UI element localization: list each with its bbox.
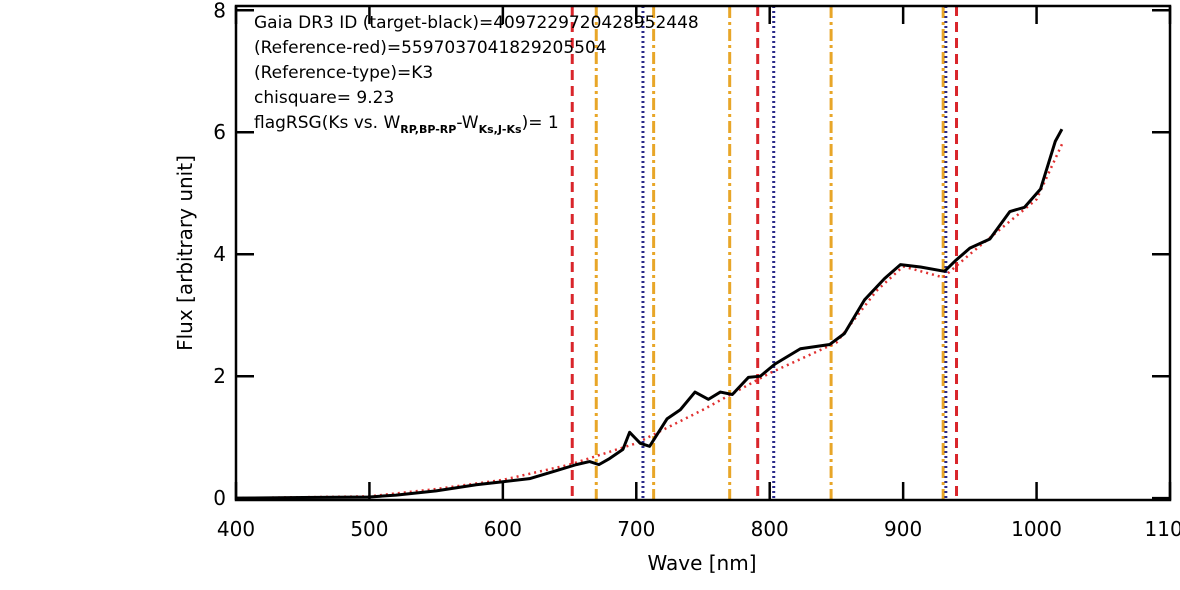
annotation-part: Ks,J-Ks: [479, 123, 522, 136]
y-tick-label: 4: [213, 242, 226, 266]
annotation: Gaia DR3 ID (target-black)=4097229720428…: [254, 13, 699, 33]
annotation-part: -W: [456, 113, 478, 133]
x-tick-label: 700: [617, 517, 655, 541]
x-tick-label: 600: [484, 517, 522, 541]
x-tick-label: 800: [751, 517, 789, 541]
y-axis-label: Flux [arbitrary unit]: [173, 155, 197, 351]
annotation: (Reference-red)=5597037041829205504: [254, 38, 607, 58]
y-tick-label: 8: [213, 0, 226, 22]
annotation-part: RP,BP-RP: [400, 123, 456, 136]
x-tick-label: 900: [884, 517, 922, 541]
annotation: (Reference-type)=K3: [254, 63, 433, 83]
y-tick-label: 2: [213, 364, 226, 388]
data-line: [236, 128, 1064, 500]
flag-annotation: flagRSG(Ks vs. WRP,BP-RP-WKs,J-Ks)= 1: [254, 113, 559, 136]
x-tick-label: 500: [350, 517, 388, 541]
annotation-part: flagRSG(Ks vs. W: [254, 113, 400, 133]
x-axis-label: Wave [nm]: [647, 551, 756, 575]
y-tick-label: 0: [213, 486, 226, 510]
annotation-part: )= 1: [522, 113, 559, 133]
plot-area: [236, 6, 1065, 500]
x-tick-label: 1000: [1011, 517, 1062, 541]
x-tick-label: 400: [217, 517, 255, 541]
y-tick-label: 6: [213, 120, 226, 144]
annotation: chisquare= 9.23: [254, 88, 394, 108]
